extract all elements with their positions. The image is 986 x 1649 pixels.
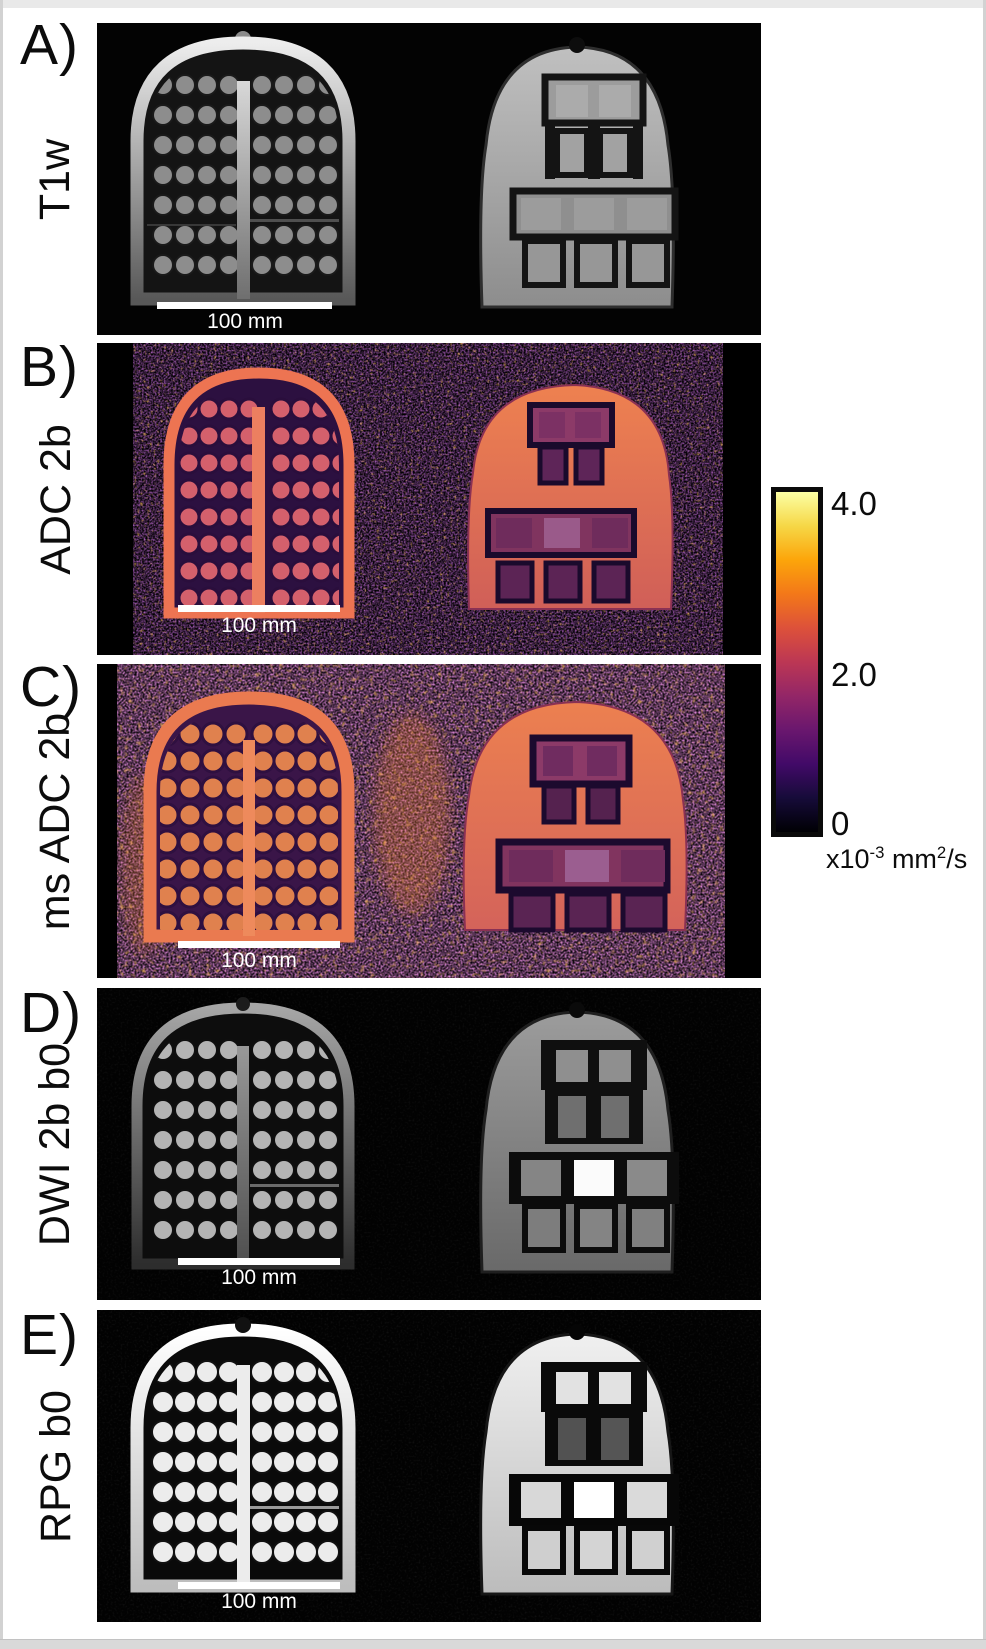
colorbar-unit-suffix: /s bbox=[946, 844, 968, 874]
colorbar-unit-exponent: -3 bbox=[869, 843, 885, 862]
panel-c-left-phantom bbox=[143, 691, 355, 943]
panel-d-left-phantom bbox=[131, 997, 355, 1270]
panel-a-scale-label: 100 mm bbox=[207, 310, 283, 333]
panel-d-scale-label: 100 mm bbox=[221, 1266, 297, 1289]
row-label-dwi-2b-b0: DWI 2b b0 bbox=[31, 1042, 80, 1246]
colorbar-gradient bbox=[771, 487, 823, 837]
page-border-left bbox=[0, 0, 3, 1648]
row-label-rpg-b0: RPG b0 bbox=[31, 1389, 80, 1543]
panel-d-vial-grid-left bbox=[152, 1039, 240, 1241]
panel-b-left-phantom bbox=[163, 367, 355, 619]
panel-letter-b: B) bbox=[20, 335, 79, 399]
colorbar-unit-mid: mm bbox=[884, 844, 937, 874]
panel-b-image: 100 mm bbox=[97, 343, 761, 655]
panel-letter-c: C) bbox=[20, 655, 83, 719]
colorbar-unit-exponent2: 2 bbox=[936, 843, 947, 862]
row-label-adc-2b: ADC 2b bbox=[31, 423, 80, 575]
panel-c-right-phantom bbox=[462, 700, 688, 933]
row-label-box-e: RPG b0 bbox=[14, 1310, 98, 1622]
row-label-box-b: ADC 2b bbox=[14, 343, 98, 655]
row-label-box-a: T1w bbox=[14, 23, 98, 335]
panel-letter-a: A) bbox=[20, 13, 79, 77]
panel-d-image: 100 mm bbox=[97, 988, 761, 1300]
colorbar-tick-0: 0 bbox=[831, 805, 850, 842]
page-border-top bbox=[0, 0, 986, 8]
panel-b-scale-label: 100 mm bbox=[221, 614, 297, 637]
panel-a-vial-grid-left bbox=[152, 74, 240, 276]
panel-letter-d: D) bbox=[20, 981, 83, 1045]
panel-d-vial-grid-right bbox=[251, 1039, 339, 1241]
panel-letter-e: E) bbox=[20, 1303, 79, 1367]
page-border-right bbox=[983, 0, 986, 1648]
panel-a-image: 100 mm bbox=[97, 23, 761, 335]
panel-e-scale-label: 100 mm bbox=[221, 1590, 297, 1613]
panel-d-scale-bar bbox=[178, 1258, 340, 1265]
panel-b-right-phantom bbox=[467, 383, 674, 610]
panel-d: 100 mm bbox=[97, 988, 761, 1300]
row-label-box-c: ms ADC 2b bbox=[14, 664, 98, 978]
panel-a-left-phantom bbox=[130, 31, 356, 306]
colorbar-unit: x10-3 mm2/s bbox=[826, 843, 967, 875]
panel-c-scale-label: 100 mm bbox=[221, 949, 297, 972]
panel-b-scale-bar bbox=[178, 605, 340, 612]
panel-a-scale-bar bbox=[157, 302, 332, 309]
panel-e-left-phantom bbox=[130, 1317, 356, 1593]
row-label-ms-adc-2b: ms ADC 2b bbox=[31, 712, 80, 930]
panel-e-vial-grid-right bbox=[250, 1360, 339, 1564]
colorbar-unit-prefix: x10 bbox=[826, 844, 870, 874]
row-label-box-d: DWI 2b b0 bbox=[14, 988, 98, 1300]
panel-a: 100 mm bbox=[97, 23, 761, 335]
panel-d-right-phantom bbox=[479, 1002, 679, 1274]
page-border-bottom bbox=[0, 1639, 986, 1649]
panel-e-scale-bar bbox=[178, 1582, 340, 1589]
panel-e-right-phantom bbox=[479, 1324, 679, 1596]
panel-c-scale-bar bbox=[178, 941, 340, 948]
panel-e: 100 mm bbox=[97, 1310, 761, 1622]
colorbar-tick-2: 2.0 bbox=[831, 656, 877, 693]
panel-b: 100 mm bbox=[97, 343, 761, 655]
panel-a-right-phantom bbox=[479, 37, 679, 309]
panel-c-image: 100 mm bbox=[97, 664, 761, 978]
panel-b-vial-grid-right bbox=[269, 397, 339, 607]
panel-e-image: 100 mm bbox=[97, 1310, 761, 1622]
colorbar-tick-4: 4.0 bbox=[831, 485, 877, 522]
panel-c: 100 mm bbox=[97, 664, 761, 978]
row-label-t1w: T1w bbox=[31, 138, 80, 220]
